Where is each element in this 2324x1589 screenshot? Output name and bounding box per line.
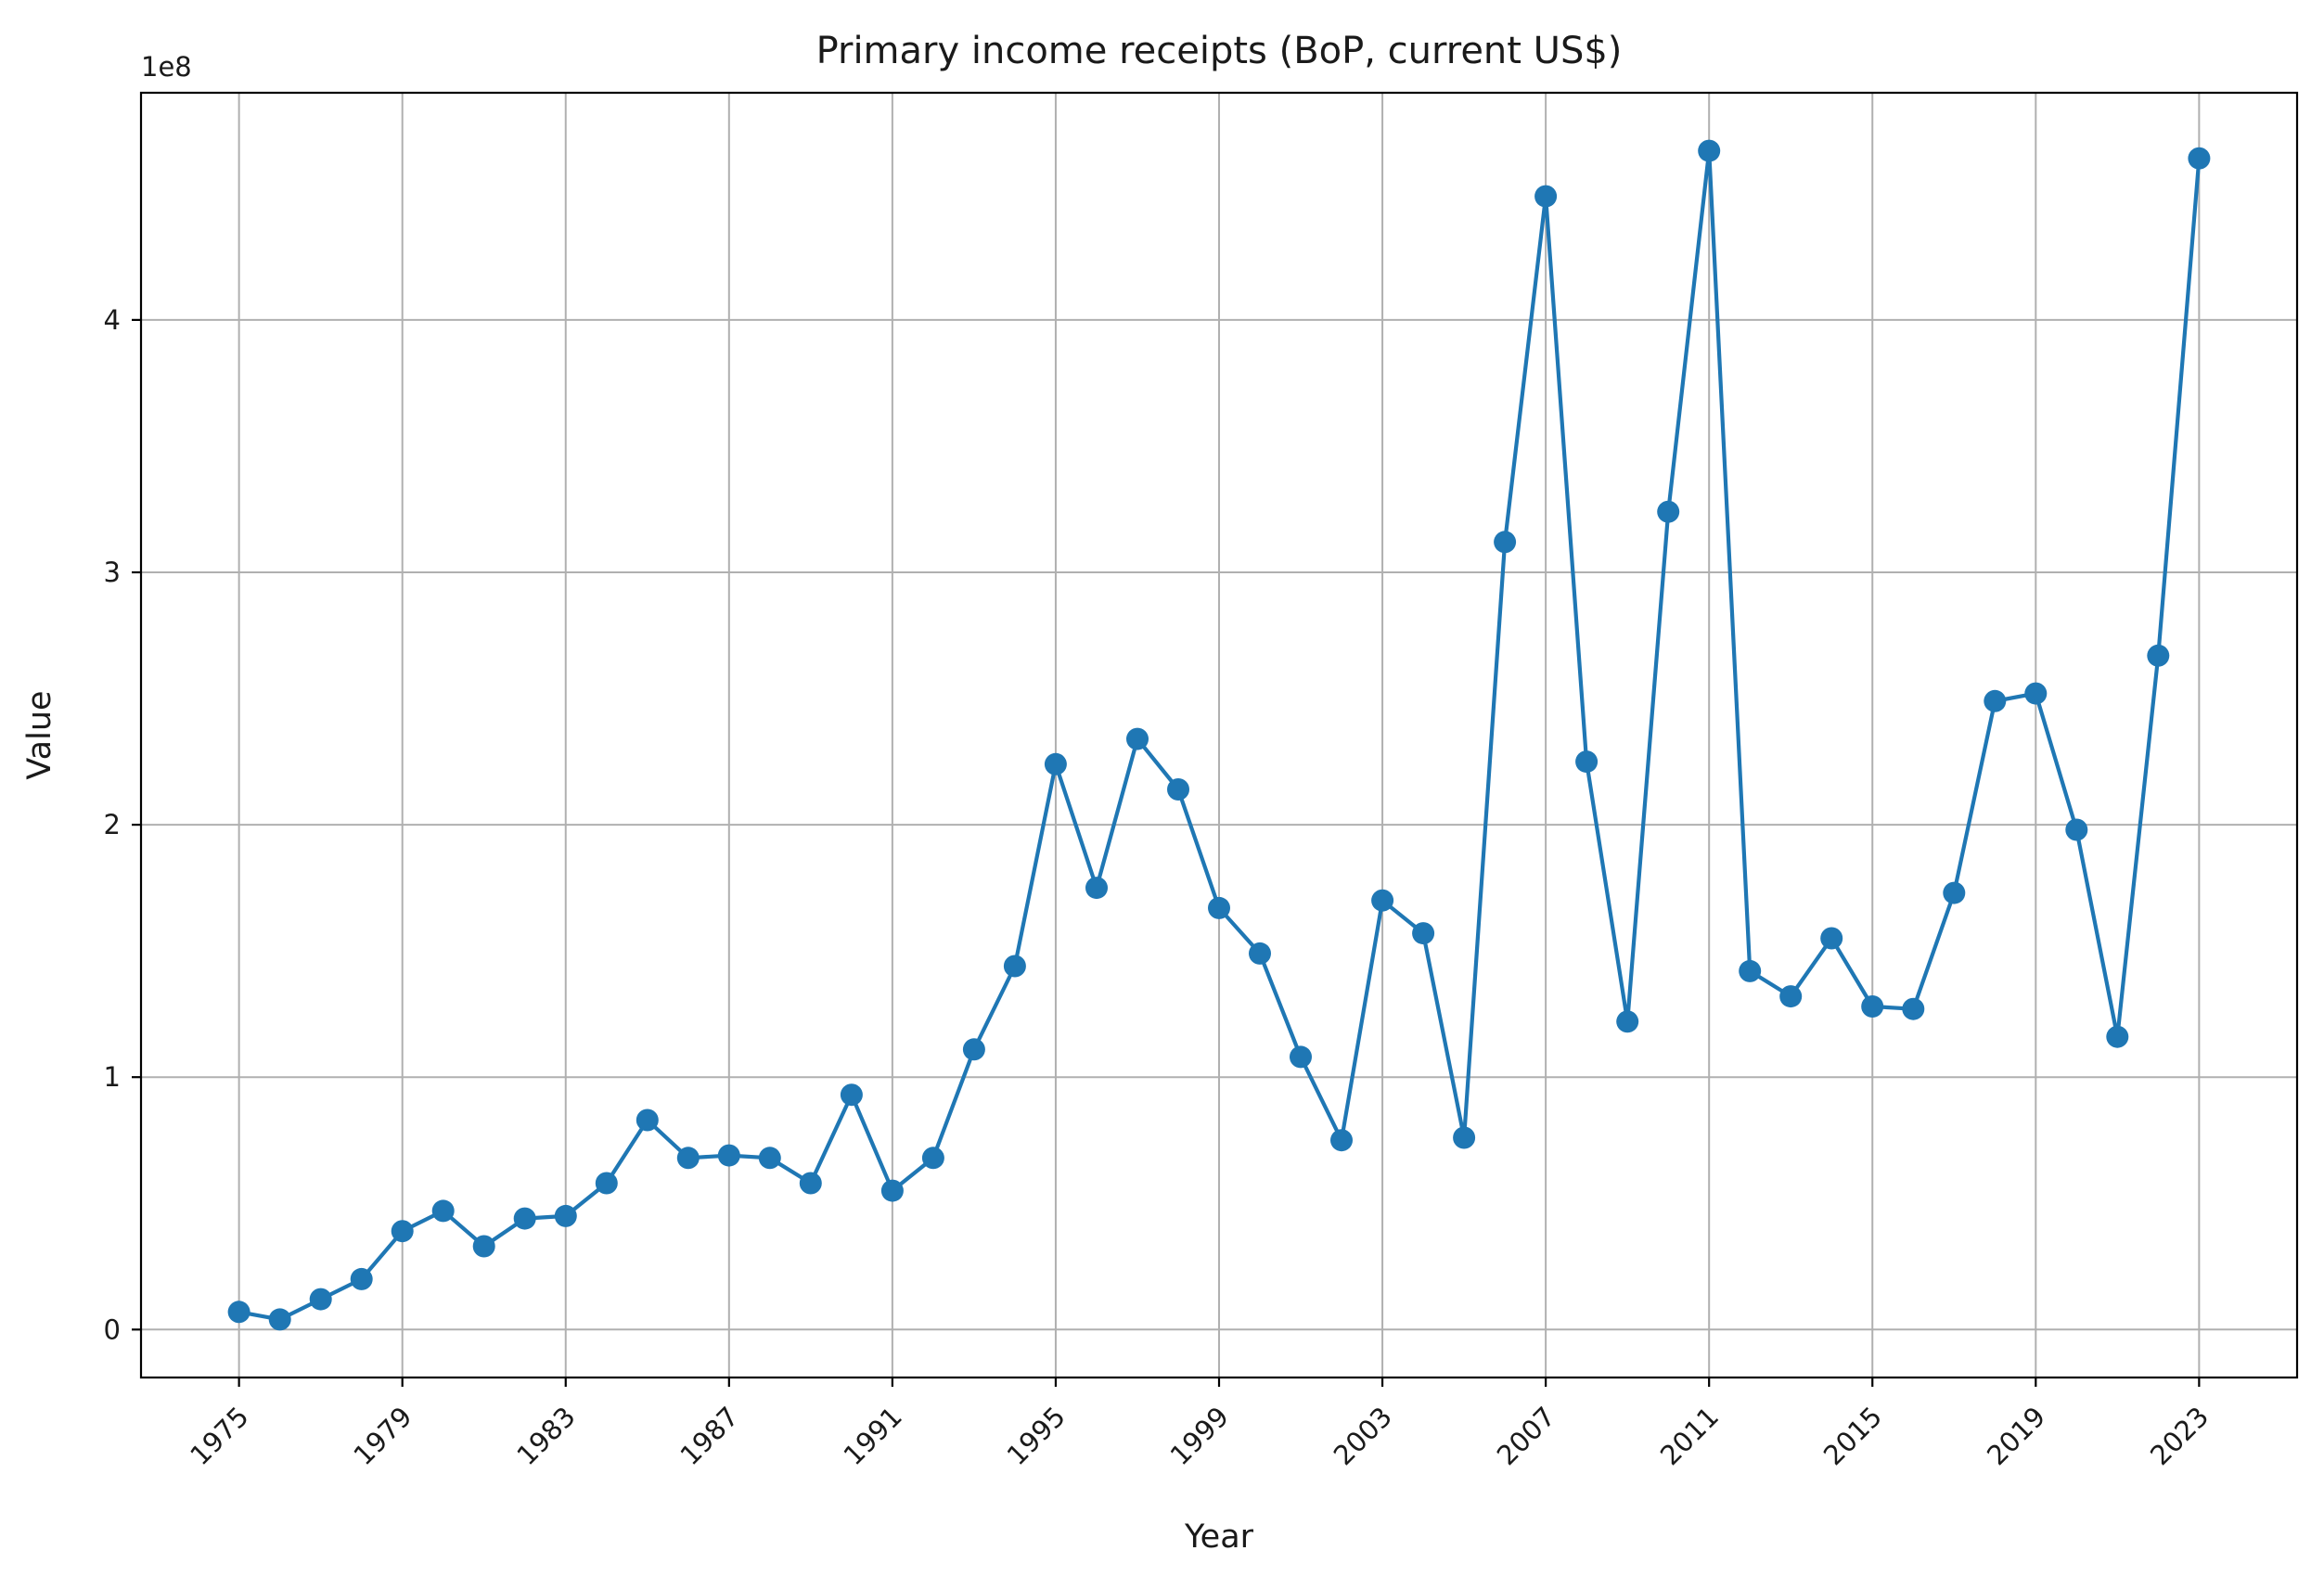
x-tick-label: 1999: [1164, 1401, 1235, 1471]
data-point: [1779, 985, 1803, 1008]
data-point: [2188, 147, 2211, 170]
data-point: [472, 1235, 495, 1258]
data-point: [799, 1172, 822, 1195]
data-point: [880, 1179, 904, 1202]
y-axis-ticks: 0 1 2 3 4: [104, 304, 141, 1345]
y-tick-label: 4: [104, 304, 121, 336]
x-tick-label: 1991: [838, 1401, 908, 1471]
x-axis-ticks: 1975 1979 1983 1987 1991 1995 1999 2003 2007 2011…: [184, 1378, 2215, 1471]
series-layer: [227, 139, 2211, 1331]
data-point: [1290, 1045, 1312, 1069]
chart-title: Primary income receipts (BoP, current US…: [816, 30, 1623, 72]
data-point: [717, 1144, 740, 1167]
data-point: [1861, 995, 1884, 1018]
data-point: [350, 1267, 373, 1290]
y-axis-scale-label: 1e8: [141, 51, 192, 83]
data-point: [1453, 1126, 1476, 1149]
x-tick-label: 1979: [347, 1401, 417, 1471]
data-point: [1984, 689, 2007, 712]
data-point: [1494, 531, 1517, 554]
data-point: [2147, 644, 2170, 667]
data-point: [1698, 139, 1721, 162]
data-point: [268, 1308, 291, 1331]
data-point: [2024, 682, 2048, 705]
y-tick-label: 3: [104, 557, 121, 588]
x-tick-label: 1995: [1001, 1401, 1072, 1471]
x-tick-label: 2003: [1328, 1401, 1398, 1471]
data-point: [1044, 752, 1067, 775]
data-point: [1003, 955, 1026, 978]
x-tick-label: 2015: [1817, 1401, 1888, 1471]
data-point: [1126, 727, 1149, 750]
data-point: [595, 1172, 618, 1195]
x-tick-label: 2011: [1654, 1401, 1725, 1471]
x-tick-label: 2019: [1981, 1401, 2051, 1471]
data-point: [840, 1083, 863, 1107]
y-tick-label: 0: [104, 1313, 121, 1345]
data-point: [1085, 877, 1108, 900]
data-point: [1943, 881, 1966, 904]
x-axis-label: Year: [1184, 1519, 1254, 1556]
data-point: [1167, 778, 1189, 801]
data-point: [513, 1207, 536, 1230]
data-point: [758, 1147, 781, 1170]
y-axis-label: Value: [21, 690, 58, 779]
data-point: [921, 1147, 944, 1170]
data-point: [554, 1204, 577, 1227]
data-point: [1739, 959, 1762, 982]
data-point: [391, 1220, 414, 1243]
x-tick-label: 2023: [2144, 1401, 2215, 1471]
data-point: [1330, 1129, 1353, 1152]
data-point: [2065, 818, 2088, 841]
data-point: [1208, 896, 1230, 919]
data-point: [431, 1199, 455, 1223]
data-point: [1412, 922, 1435, 945]
data-point: [2106, 1025, 2129, 1048]
data-point: [1657, 500, 1680, 523]
data-point: [676, 1147, 700, 1170]
data-point: [1249, 942, 1271, 965]
data-point: [1534, 185, 1558, 208]
data-point: [1371, 889, 1394, 912]
y-tick-label: 2: [104, 809, 121, 840]
data-point: [1575, 750, 1599, 774]
grid: [141, 93, 2297, 1378]
x-tick-label: 1975: [184, 1401, 254, 1471]
data-point: [1902, 997, 1925, 1020]
x-tick-label: 2007: [1491, 1401, 1561, 1471]
data-point: [1820, 927, 1843, 950]
y-tick-label: 1: [104, 1061, 121, 1093]
data-point: [227, 1301, 250, 1324]
data-point: [1616, 1010, 1639, 1033]
data-point: [636, 1108, 659, 1132]
x-tick-label: 1983: [510, 1401, 581, 1471]
data-point: [309, 1288, 332, 1311]
x-tick-label: 1987: [674, 1401, 745, 1471]
data-point: [962, 1038, 985, 1061]
